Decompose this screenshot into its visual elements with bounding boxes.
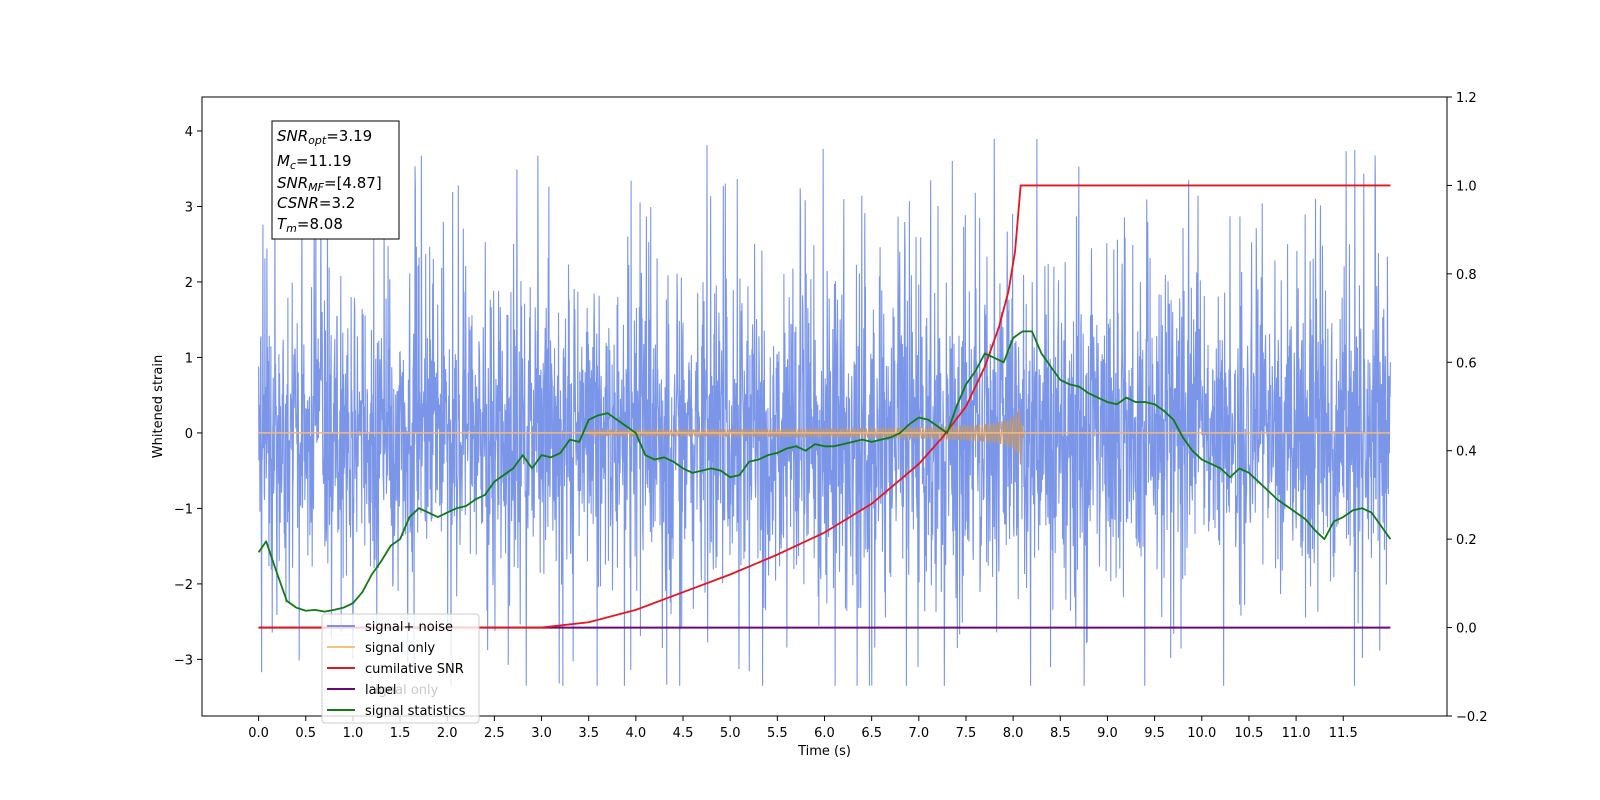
y2-tick-label: 0.4 xyxy=(1456,445,1477,460)
y-tick-label: 0 xyxy=(185,427,193,442)
x-tick-label: 2.5 xyxy=(484,726,505,741)
x-axis-label: Time (s) xyxy=(797,744,851,759)
x-tick-label: 1.0 xyxy=(343,726,364,741)
x-tick-label: 5.0 xyxy=(720,726,741,741)
y-tick-label: 2 xyxy=(185,276,193,291)
annotation-tm: Tm=8.08 xyxy=(277,215,343,235)
x-tick-label: 11.5 xyxy=(1329,726,1358,741)
legend-label-signal-statistics: signal statistics xyxy=(365,704,466,719)
plot-frame xyxy=(201,96,1448,717)
x-tick-label: 7.0 xyxy=(908,726,929,741)
y2-tick-label: 1.2 xyxy=(1456,91,1477,106)
x-tick-label: 4.5 xyxy=(673,726,694,741)
annotation-csnr: CSNR=3.2 xyxy=(277,194,355,212)
x-tick-label: 4.0 xyxy=(626,726,647,741)
x-tick-label: 2.0 xyxy=(437,726,458,741)
annotation-box: SNRopt=3.19 Mc=11.19 SNRMF=[4.87] CSNR=3… xyxy=(271,120,400,240)
legend-overlapped-ghost-text: ignal only xyxy=(375,683,439,698)
y2-tick-label: 0.2 xyxy=(1456,533,1477,548)
legend: signal+ noise signal only cumilative SNR… xyxy=(321,613,480,724)
x-tick-label: 1.5 xyxy=(390,726,411,741)
y-tick-label: 1 xyxy=(185,351,193,366)
x-tick-label: 11.0 xyxy=(1282,726,1311,741)
series-cumulative-snr-line xyxy=(258,184,1391,629)
legend-label-label: label xyxy=(365,683,396,698)
x-tick-label: 0.5 xyxy=(295,726,316,741)
x-tick-label: 7.5 xyxy=(956,726,977,741)
y2-tick-label: 0.0 xyxy=(1456,622,1477,637)
annotation-snr-mf: SNRMF=[4.87] xyxy=(277,174,382,194)
x-tick-label: 9.0 xyxy=(1097,726,1118,741)
x-tick-label: 6.0 xyxy=(814,726,835,741)
x-tick-label: 10.5 xyxy=(1234,726,1263,741)
y-tick-label: −1 xyxy=(174,502,193,517)
x-tick-label: 3.5 xyxy=(578,726,599,741)
series-signal-noise-line xyxy=(258,138,1391,686)
legend-label-cumulative-snr: cumilative SNR xyxy=(365,662,464,677)
x-tick-label: 6.5 xyxy=(861,726,882,741)
series-signal-statistics-line xyxy=(257,330,1392,613)
legend-label-signal-only: signal only xyxy=(365,641,435,656)
annotation-snr-opt: SNRopt=3.19 xyxy=(277,127,372,147)
legend-label-signal-noise: signal+ noise xyxy=(365,620,453,635)
y2-tick-label: −0.2 xyxy=(1456,710,1488,725)
y-tick-label: 4 xyxy=(185,125,193,140)
y-tick-label: 3 xyxy=(185,200,193,215)
x-tick-label: 0.0 xyxy=(248,726,269,741)
x-tick-label: 10.0 xyxy=(1187,726,1216,741)
y2-tick-label: 1.0 xyxy=(1456,179,1477,194)
x-tick-label: 9.5 xyxy=(1144,726,1165,741)
y-tick-label: −2 xyxy=(174,578,193,593)
x-tick-label: 5.5 xyxy=(767,726,788,741)
y-axis-label: Whitened strain xyxy=(151,355,166,458)
x-tick-label: 8.0 xyxy=(1003,726,1024,741)
y-tick-label: −3 xyxy=(174,653,193,668)
annotation-mc: Mc=11.19 xyxy=(277,152,352,172)
y2-tick-label: 0.6 xyxy=(1456,356,1477,371)
x-tick-label: 3.0 xyxy=(531,726,552,741)
x-tick-label: 8.5 xyxy=(1050,726,1071,741)
y2-tick-label: 0.8 xyxy=(1456,268,1477,283)
